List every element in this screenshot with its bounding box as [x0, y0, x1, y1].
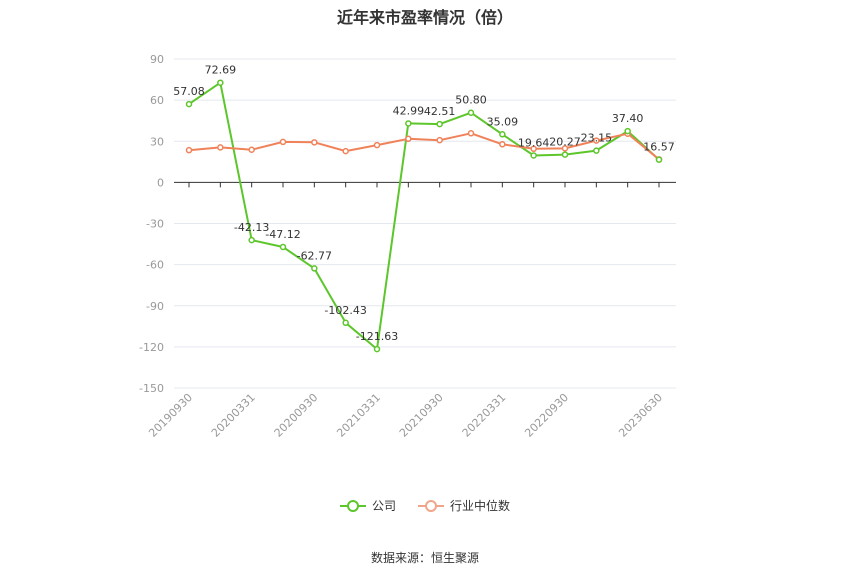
data-point-company: [342, 319, 349, 327]
series-line-company: [188, 81, 660, 351]
data-label-company: 57.08: [173, 85, 205, 98]
data-point-industry: [405, 135, 412, 143]
y-tick-label: -60: [146, 259, 164, 272]
y-tick-label: 60: [150, 94, 164, 107]
data-label-company: -42.13: [234, 221, 269, 234]
chart-title: 近年来市盈率情况（倍）: [336, 8, 513, 27]
data-point-company: [655, 156, 663, 163]
data-point-industry: [248, 146, 255, 153]
x-tick-label: 20200331: [209, 391, 258, 440]
legend-label-company: 公司: [371, 499, 396, 513]
data-label-company: 37.40: [612, 112, 644, 125]
data-label-company: 23.15: [581, 132, 613, 145]
data-point-company: [561, 151, 569, 158]
data-source-note: 数据来源：恒生聚源: [370, 551, 479, 565]
chart-legend: 公司 行业中位数: [0, 497, 850, 514]
data-point-industry: [217, 144, 224, 151]
data-point-company: [593, 147, 600, 154]
data-point-company: [436, 120, 443, 128]
data-point-company: [499, 131, 506, 138]
y-tick-label: -30: [146, 218, 164, 231]
data-point-company: [248, 236, 255, 244]
data-label-company: 19.64: [518, 136, 550, 149]
x-tick-label: 20230630: [616, 391, 665, 440]
data-point-company: [217, 79, 224, 86]
legend-swatch-company: [339, 499, 366, 513]
data-label-company: 16.57: [643, 141, 675, 154]
data-point-industry: [499, 141, 506, 148]
y-tick-label: -90: [146, 300, 164, 313]
data-point-company: [185, 100, 193, 108]
data-point-company: [311, 265, 318, 272]
data-point-industry: [593, 137, 600, 144]
data-label-company: -47.12: [265, 228, 300, 241]
data-label-company: 42.51: [424, 105, 456, 118]
data-point-industry: [185, 146, 193, 154]
data-point-company: [373, 345, 381, 353]
data-point-company: [279, 243, 287, 251]
data-label-company: 50.80: [455, 94, 487, 107]
legend-item-industry[interactable]: 行业中位数: [418, 497, 510, 514]
data-label-company: 20.27: [549, 136, 581, 149]
y-tick-label: 90: [150, 53, 164, 66]
data-point-company: [624, 127, 631, 135]
data-label-company: -62.77: [297, 249, 332, 262]
data-point-industry: [467, 130, 475, 137]
data-point-industry: [311, 139, 318, 146]
data-label-company: 42.99: [393, 104, 425, 117]
y-tick-label: 30: [150, 135, 164, 148]
data-point-industry: [279, 138, 287, 146]
data-point-company: [467, 109, 475, 116]
data-point-industry: [342, 147, 349, 155]
data-point-industry: [436, 136, 443, 144]
data-label-company: 72.69: [205, 64, 237, 77]
series-line-industry: [188, 132, 660, 161]
data-label-company: 35.09: [487, 115, 519, 128]
data-point-company: [530, 152, 537, 159]
data-point-industry: [530, 145, 537, 153]
data-point-industry: [561, 145, 569, 152]
legend-swatch-industry: [418, 499, 444, 513]
y-tick-label: -150: [139, 382, 164, 395]
legend-label-industry: 行业中位数: [450, 499, 511, 513]
data-label-company: -102.43: [324, 304, 366, 317]
data-label-company: -121.63: [356, 330, 398, 343]
y-tick-label: 0: [157, 176, 164, 189]
x-tick-label: 20210930: [397, 391, 446, 440]
x-tick-label: 20220331: [460, 391, 509, 440]
x-tick-label: 20200930: [272, 391, 321, 440]
x-tick-label: 20220930: [522, 391, 571, 440]
legend-item-company[interactable]: 公司: [339, 497, 396, 514]
x-tick-label: 20190930: [146, 391, 195, 440]
data-point-company: [405, 120, 412, 127]
data-point-industry: [373, 141, 381, 149]
x-tick-label: 20210331: [334, 391, 383, 440]
y-tick-label: -120: [139, 341, 164, 354]
